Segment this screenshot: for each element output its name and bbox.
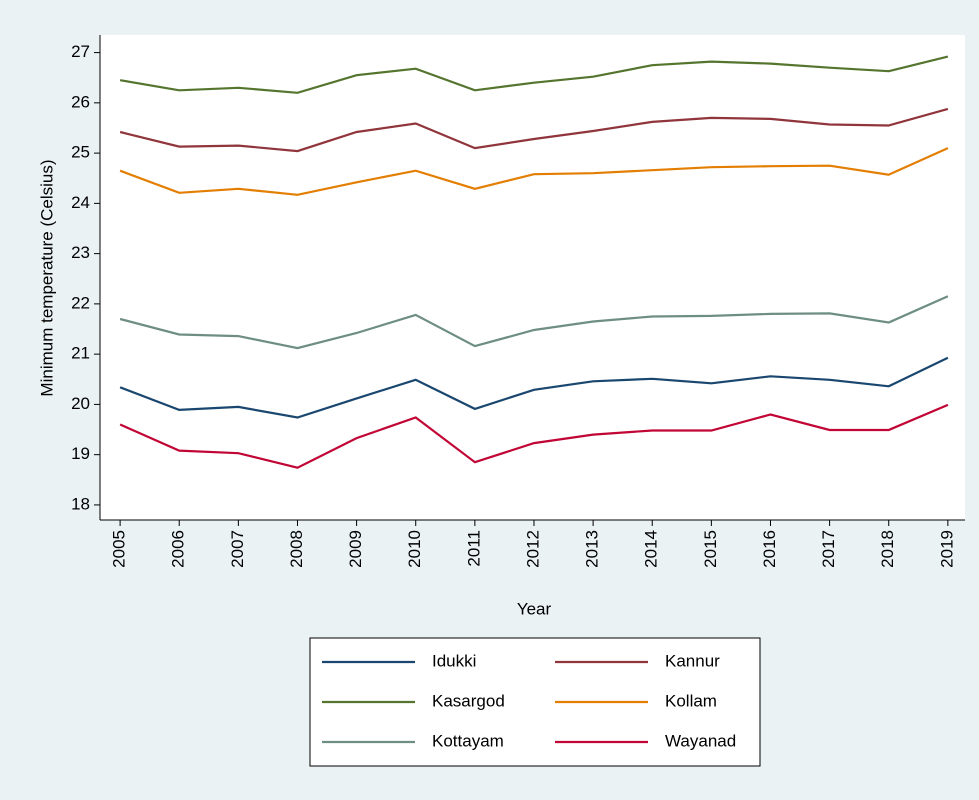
legend-label: Kannur (665, 651, 720, 670)
series-line (119, 107, 949, 153)
legend-label: Wayanad (665, 731, 736, 750)
legend-label: Idukki (432, 651, 476, 670)
legend-label: Kollam (665, 691, 717, 710)
x-tick-label: 2017 (819, 530, 838, 568)
series-line (119, 403, 949, 469)
y-tick-label: 25 (71, 143, 90, 162)
plot-region (100, 35, 965, 520)
x-tick-label: 2008 (287, 530, 306, 568)
y-tick-label: 18 (71, 494, 90, 513)
y-axis-title: Minimum temperature (Celsius) (37, 159, 56, 396)
legend-label: Kasargod (432, 691, 505, 710)
x-tick-label: 2013 (583, 530, 602, 568)
y-tick-label: 23 (71, 243, 90, 262)
y-tick-label: 20 (71, 394, 90, 413)
x-tick-label: 2014 (642, 530, 661, 568)
x-tick-label: 2006 (169, 530, 188, 568)
y-tick-label: 22 (71, 293, 90, 312)
x-tick-label: 2018 (878, 530, 897, 568)
series-line (119, 55, 949, 94)
x-tick-label: 2009 (346, 530, 365, 568)
y-tick-label: 19 (71, 444, 90, 463)
y-tick-label: 24 (71, 193, 90, 212)
series-line (119, 356, 949, 419)
x-tick-label: 2016 (760, 530, 779, 568)
x-tick-label: 2012 (523, 530, 542, 568)
x-tick-label: 2019 (937, 530, 956, 568)
y-tick-label: 27 (71, 42, 90, 61)
x-axis-title: Year (517, 599, 552, 618)
x-tick-label: 2011 (464, 530, 483, 567)
legend-label: Kottayam (432, 731, 504, 750)
x-tick-label: 2010 (405, 530, 424, 568)
x-tick-label: 2005 (110, 530, 129, 568)
y-tick-label: 26 (71, 92, 90, 111)
x-tick-label: 2015 (701, 530, 720, 568)
series-line (119, 147, 949, 196)
y-tick-label: 21 (71, 344, 90, 363)
x-tick-label: 2007 (228, 530, 247, 568)
series-line (119, 295, 949, 350)
